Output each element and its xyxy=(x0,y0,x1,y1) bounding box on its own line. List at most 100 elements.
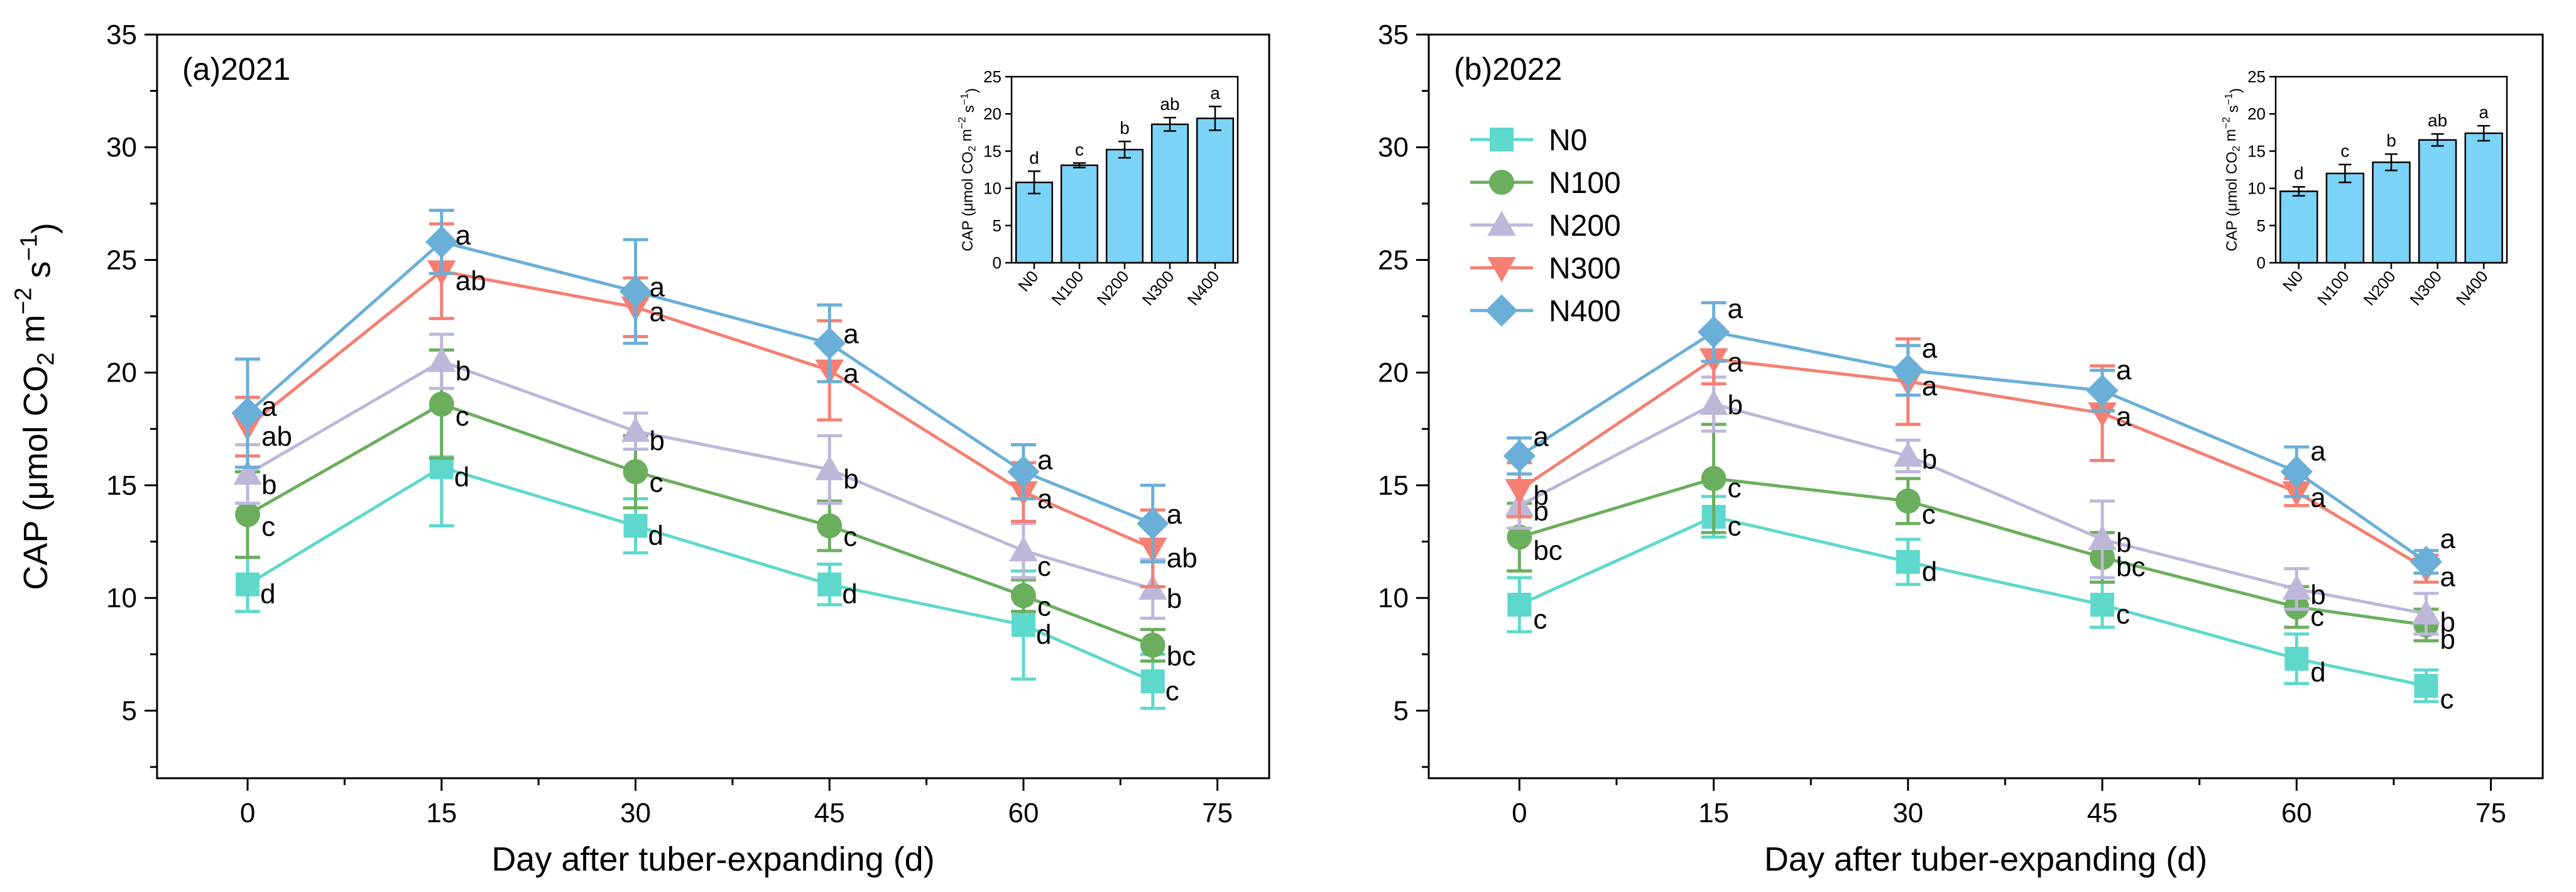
inset-bar xyxy=(2279,190,2318,264)
x-tick-label: 15 xyxy=(426,798,457,829)
significance-letter: c xyxy=(650,467,663,498)
data-point xyxy=(2284,647,2309,671)
y-tick-label: 30 xyxy=(1378,132,1409,163)
x-tick-label: 0 xyxy=(1512,798,1527,829)
inset-x-tick-label: N0 xyxy=(1014,267,1042,295)
inset-x-tick-label: N200 xyxy=(2360,267,2399,309)
legend-marker xyxy=(1490,128,1514,151)
inset-bar xyxy=(2418,139,2457,264)
significance-letter: ab xyxy=(1167,542,1198,573)
legend-label: N300 xyxy=(1549,252,1621,285)
legend-entry-n100: N100 xyxy=(1470,167,1621,200)
data-point xyxy=(2411,599,2441,625)
data-point xyxy=(1895,488,1921,514)
inset-y-tick-label: 0 xyxy=(2257,253,2266,272)
data-point xyxy=(623,514,648,538)
significance-letter: c xyxy=(843,521,857,552)
data-point xyxy=(1505,479,1534,504)
data-point xyxy=(1140,632,1165,658)
inset-x-tick-label: N300 xyxy=(1138,267,1178,309)
data-point xyxy=(1507,524,1532,550)
data-point xyxy=(2410,546,2443,578)
significance-letter: b xyxy=(1922,444,1937,475)
legend-marker xyxy=(1487,211,1516,236)
y-tick-label: 20 xyxy=(106,358,137,388)
inset-significance-letter: b xyxy=(2386,131,2396,150)
significance-letter: bc xyxy=(1167,641,1196,671)
significance-letter: a xyxy=(1728,294,1744,324)
significance-letter: b xyxy=(1167,583,1182,614)
x-tick-label: 15 xyxy=(1698,798,1729,829)
inset-y-tick-label: 25 xyxy=(983,67,1001,86)
inset-y-tick-label: 0 xyxy=(993,253,1001,272)
significance-letter: d xyxy=(648,520,663,551)
data-point xyxy=(2086,374,2119,407)
x-tick-label: 45 xyxy=(814,798,845,829)
data-point xyxy=(233,460,262,485)
plot-frame xyxy=(1427,33,2544,779)
y-tick-label: 15 xyxy=(1378,470,1409,501)
data-point xyxy=(1140,669,1165,693)
data-point xyxy=(619,275,652,308)
significance-letter: a xyxy=(1728,347,1744,378)
data-point xyxy=(1697,316,1730,348)
plot-frame xyxy=(156,33,1270,779)
x-tick-label: 60 xyxy=(2281,798,2312,829)
x-axis-title: Day after tuber-expanding (d) xyxy=(491,840,934,878)
inset-y-tick-label: 10 xyxy=(983,179,1001,198)
inset-bar xyxy=(1015,181,1054,264)
significance-letter: ab xyxy=(456,265,486,296)
data-point xyxy=(1009,536,1038,562)
inset-bar xyxy=(2464,132,2503,264)
inset-significance-letter: d xyxy=(1029,148,1039,167)
legend: N0 N100 N200 N300 N400 xyxy=(1470,124,1621,328)
data-point xyxy=(1507,592,1532,617)
data-point xyxy=(2088,525,2117,551)
inset-x-tick-label: N400 xyxy=(2452,267,2492,309)
inset-significance-letter: b xyxy=(1120,118,1130,138)
panel-title: (a)2021 xyxy=(182,52,290,87)
significance-letter: b xyxy=(456,356,471,387)
data-point xyxy=(1892,354,1924,387)
significance-letter: a xyxy=(650,297,665,328)
significance-letter: a xyxy=(843,358,859,389)
series-line xyxy=(1518,357,2427,570)
legend-label: N100 xyxy=(1549,167,1621,200)
legend-marker xyxy=(1487,256,1516,282)
significance-letter: a xyxy=(1922,371,1938,402)
inset-y-axis-title: CAP (μmol CO2 m−2 s−1) xyxy=(956,88,980,251)
inset-x-tick-label: N100 xyxy=(1048,267,1088,309)
data-point xyxy=(813,327,846,360)
y-tick-label: 10 xyxy=(106,583,137,614)
significance-letter: c xyxy=(2440,684,2453,715)
inset-bar xyxy=(1060,164,1099,264)
inset-significance-letter: c xyxy=(1075,140,1084,159)
significance-letter: c xyxy=(456,401,469,432)
significance-letter: c xyxy=(1533,604,1547,635)
significance-letter: b xyxy=(2116,527,2131,558)
series-line xyxy=(246,360,1154,591)
inset-significance-letter: d xyxy=(2294,163,2304,183)
panel-title: (b)2022 xyxy=(1454,52,1562,87)
significance-letter: d xyxy=(2310,657,2325,688)
significance-letter: c xyxy=(1037,592,1051,622)
legend-entry-n0: N0 xyxy=(1470,124,1587,157)
significance-letter: c xyxy=(1728,473,1742,504)
series-line xyxy=(246,402,1154,647)
series-line xyxy=(246,269,1154,550)
data-point xyxy=(1699,390,1728,416)
data-point xyxy=(1011,613,1035,637)
significance-letter: a xyxy=(261,391,277,422)
legend-entry-n400: N400 xyxy=(1470,294,1621,328)
data-point xyxy=(1011,583,1036,608)
y-tick-label: 5 xyxy=(122,695,137,726)
significance-letter: bc xyxy=(2116,552,2145,583)
inset-significance-letter: c xyxy=(2340,141,2349,161)
